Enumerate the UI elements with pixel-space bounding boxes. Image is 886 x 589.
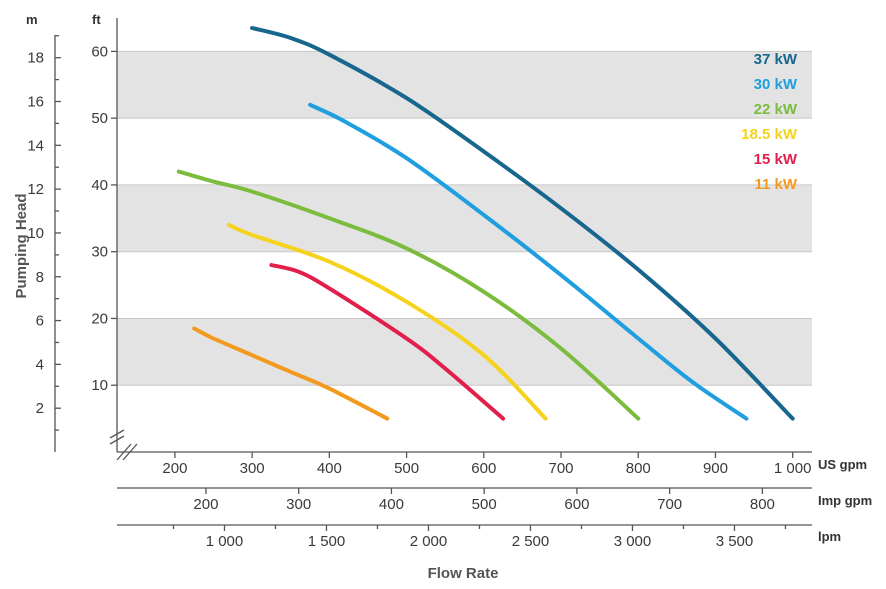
curve-30-kw — [308, 102, 749, 421]
m-tick-label: 4 — [36, 356, 44, 373]
legend-label-15-kw: 15 kW — [754, 151, 798, 168]
grid-band — [117, 51, 812, 119]
lpm-tick-label: 1 500 — [308, 533, 346, 550]
ft-tick-label: 50 — [91, 110, 108, 127]
us-gpm-tick-label: 200 — [162, 460, 187, 477]
legend-label-11-kw: 11 kW — [754, 176, 797, 193]
grid-band — [117, 184, 812, 252]
ft-unit-label: ft — [92, 12, 101, 27]
lpm-tick-label: 2 500 — [512, 533, 550, 550]
us-gpm-tick-label: 300 — [240, 460, 265, 477]
legend-label-22-kw: 22 kW — [754, 101, 798, 118]
m-tick-label: 14 — [27, 137, 44, 154]
m-tick-label: 2 — [36, 400, 44, 417]
m-tick-label: 16 — [27, 94, 44, 111]
lpm-tick-label: 3 000 — [614, 533, 652, 550]
legend-label-37-kw: 37 kW — [754, 51, 798, 68]
us-gpm-tick-label: 500 — [394, 460, 419, 477]
y-axis-title: Pumping Head — [13, 193, 30, 298]
us-gpm-tick-label: 700 — [549, 460, 574, 477]
curve-37-kw — [250, 26, 795, 421]
ft-tick-label: 60 — [91, 43, 108, 60]
imp-gpm-tick-label: 600 — [564, 496, 589, 513]
curve-22-kw — [176, 169, 641, 421]
us-gpm-unit-label: US gpm — [818, 457, 867, 472]
m-tick-label: 12 — [27, 181, 44, 198]
us-gpm-tick-label: 900 — [703, 460, 728, 477]
curve-15-kw — [269, 263, 506, 421]
imp-gpm-tick-label: 500 — [472, 496, 497, 513]
y-axis-break-mark — [109, 429, 125, 439]
grid-bands — [117, 50, 812, 386]
ft-tick-label: 20 — [91, 310, 108, 327]
tick-labels: 10 20 30 40 50 60 2 4 6 8 10 12 14 16 18 200 300 400 500 60… — [27, 43, 811, 550]
x-axis-title: Flow Rate — [428, 565, 499, 582]
curve-11-kw — [192, 326, 390, 421]
legend: 37 kW 30 kW 22 kW 18.5 kW 15 kW 11 kW — [741, 51, 798, 193]
imp-gpm-tick-label: 800 — [750, 496, 775, 513]
x-axis-break-mark — [122, 443, 138, 461]
legend-label-30-kw: 30 kW — [754, 76, 798, 93]
m-tick-label: 6 — [36, 313, 44, 330]
ft-tick-label: 40 — [91, 177, 108, 194]
legend-label-18-5-kw: 18.5 kW — [741, 126, 798, 143]
m-tick-label: 8 — [36, 269, 44, 286]
imp-gpm-tick-label: 200 — [193, 496, 218, 513]
imp-gpm-unit-label: Imp gpm — [818, 493, 872, 508]
ft-tick-label: 30 — [91, 244, 108, 261]
lpm-tick-label: 1 000 — [206, 533, 244, 550]
us-gpm-tick-label: 600 — [471, 460, 496, 477]
curve-18-5-kw — [227, 223, 548, 421]
x-axis-break-mark — [116, 443, 132, 461]
imp-gpm-tick-label: 400 — [379, 496, 404, 513]
us-gpm-tick-label: 800 — [626, 460, 651, 477]
lpm-tick-label: 3 500 — [716, 533, 754, 550]
m-tick-label: 18 — [27, 50, 44, 67]
imp-gpm-tick-label: 300 — [286, 496, 311, 513]
lpm-tick-label: 2 000 — [410, 533, 448, 550]
m-tick-label: 10 — [27, 225, 44, 242]
m-unit-label: m — [26, 12, 38, 27]
lpm-unit-label: lpm — [818, 529, 841, 544]
axes — [54, 18, 812, 531]
us-gpm-tick-label: 1 000 — [774, 460, 812, 477]
us-gpm-tick-label: 400 — [317, 460, 342, 477]
ft-tick-label: 10 — [91, 377, 108, 394]
imp-gpm-tick-label: 700 — [657, 496, 682, 513]
grid-band — [117, 318, 812, 386]
series-curves — [176, 26, 795, 421]
y-axis-break-mark — [109, 435, 125, 445]
